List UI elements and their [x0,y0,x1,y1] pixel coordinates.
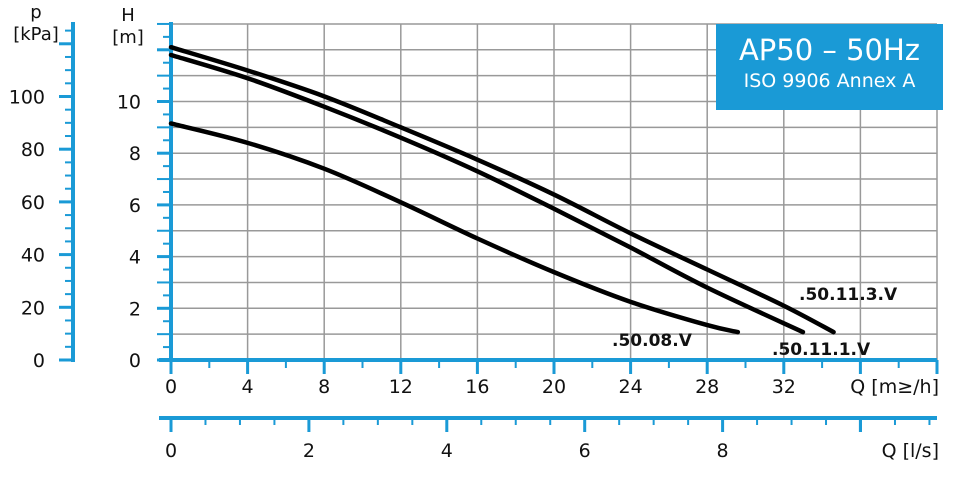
q-tick-label: 28 [695,376,719,398]
p-tick-label: 0 [33,350,45,372]
chart-subtitle: ISO 9906 Annex A [743,70,916,92]
q-axis-label: Q [m≥/h] [850,376,939,398]
curve-50113v [168,44,836,335]
p-tick-label: 80 [21,139,45,161]
p-axis-unit: [kPa] [13,24,59,45]
chart-title: AP50 – 50Hz [738,33,921,67]
h-axis-letter: H [121,5,135,26]
q-tick-label: 8 [318,376,330,398]
h-tick-label: 4 [129,247,141,269]
q-tick-label: 24 [619,376,643,398]
q-tick-label: 12 [389,376,413,398]
qls-tick-label: 2 [303,440,315,462]
h-tick-label: 2 [129,298,141,320]
p-tick-label: 100 [9,86,45,108]
title-box: AP50 – 50Hz ISO 9906 Annex A [716,24,943,110]
q-tick-label: 16 [465,376,489,398]
p-tick-label: 60 [21,192,45,214]
h-axis-unit: [m] [112,27,144,48]
q-tick-label: 20 [542,376,566,398]
h-tick-label: 8 [129,143,141,165]
p-tick-label: 40 [21,245,45,267]
curve-label: .50.11.3.V [799,285,898,305]
q-tick-label: 0 [165,376,177,398]
curve-label: .50.11.1.V [772,340,871,360]
p-axis-letter: p [30,2,41,23]
q-tick-label: 4 [242,376,254,398]
p-tick-label: 20 [21,297,45,319]
qls-tick-label: 8 [717,440,729,462]
curve-label: .50.08.V [612,331,693,351]
h-tick-label: 0 [129,350,141,372]
qls-axis-label: Q [l/s] [882,440,939,462]
qls-tick-label: 4 [441,440,453,462]
q-tick-label: 32 [772,376,796,398]
h-tick-label: 10 [117,92,141,114]
curve-50111v [168,52,806,335]
qls-tick-label: 0 [165,440,177,462]
h-tick-label: 6 [129,195,141,217]
curve-5008v [168,121,741,335]
qls-tick-label: 6 [579,440,591,462]
